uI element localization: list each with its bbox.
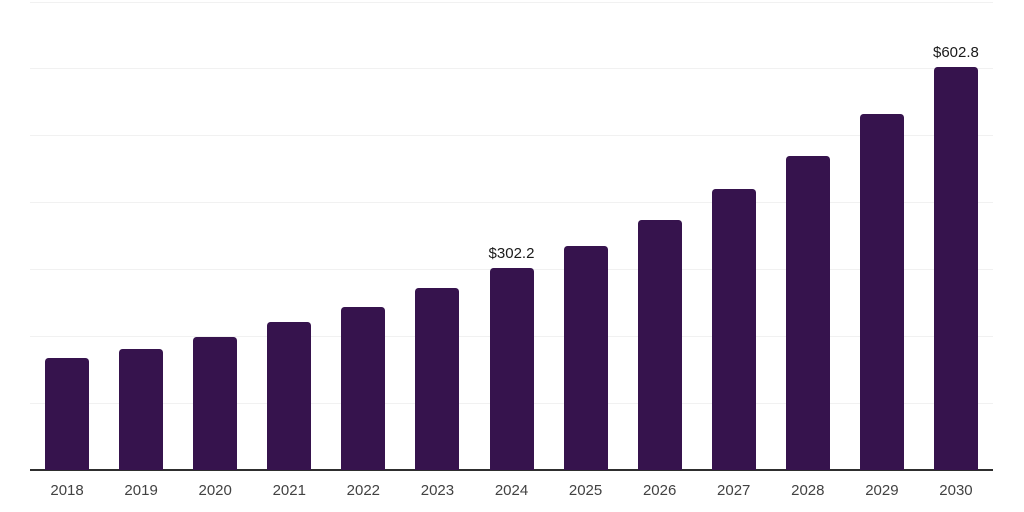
data-label-2030: $602.8 — [933, 44, 979, 61]
x-tick-2018: 2018 — [50, 482, 84, 499]
x-tick-2022: 2022 — [346, 482, 381, 499]
x-axis-line — [30, 469, 993, 471]
bar-2029 — [859, 114, 904, 470]
x-tick-2021: 2021 — [272, 482, 306, 499]
plot-area: $302.2 $602.8 — [30, 1, 993, 471]
gridline-400 — [30, 202, 993, 204]
x-tick-2023: 2023 — [420, 482, 455, 499]
bar-2019 — [119, 348, 164, 470]
x-tick-2027: 2027 — [717, 482, 751, 499]
gridline-600 — [30, 68, 993, 70]
bar-2023 — [415, 288, 460, 470]
x-tick-2030: 2030 — [939, 482, 973, 499]
x-tick-2020: 2020 — [198, 482, 232, 499]
x-tick-2024: 2024 — [494, 482, 529, 499]
x-axis-labels: 2018 2019 2020 2021 2022 2023 2024 2025 2026 2027… — [30, 482, 993, 504]
gridline-700 — [30, 1, 993, 3]
x-tick-2028: 2028 — [791, 482, 825, 499]
bar-2021 — [267, 322, 312, 470]
x-tick-2025: 2025 — [568, 482, 603, 499]
bar-2024 — [489, 267, 534, 470]
x-tick-2026: 2026 — [642, 482, 677, 499]
bar-2027 — [711, 189, 756, 470]
bar-2025 — [563, 245, 608, 470]
x-tick-2019: 2019 — [124, 482, 158, 499]
bar-2026 — [637, 220, 682, 470]
bar-2030 — [933, 67, 978, 470]
bar-2022 — [341, 306, 386, 470]
x-tick-2029: 2029 — [865, 482, 899, 499]
bar-2020 — [193, 336, 238, 470]
bar-2028 — [785, 155, 830, 470]
bar-2018 — [45, 358, 90, 470]
data-label-2024: $302.2 — [488, 244, 535, 262]
gridline-500 — [30, 135, 993, 137]
